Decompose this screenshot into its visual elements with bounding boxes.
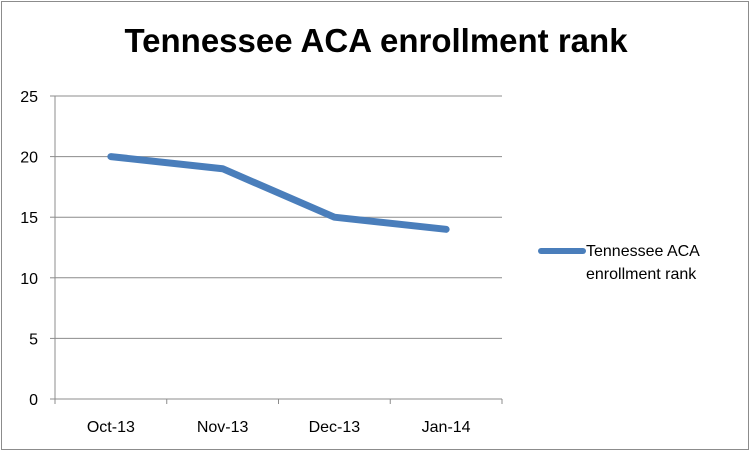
legend-label: Tennessee ACA enrollment rank bbox=[586, 243, 699, 283]
x-tick-label: Jan-14 bbox=[422, 419, 471, 436]
legend: Tennessee ACA enrollment rank bbox=[538, 240, 736, 286]
y-tick-label: 25 bbox=[20, 89, 38, 106]
chart-title: Tennessee ACA enrollment rank bbox=[124, 22, 628, 59]
legend-swatch bbox=[538, 248, 586, 254]
y-tick-label: 20 bbox=[20, 150, 38, 167]
y-tick-label: 0 bbox=[29, 392, 38, 409]
y-tick-label: 15 bbox=[20, 210, 38, 227]
x-tick-label: Nov-13 bbox=[197, 419, 249, 436]
y-tick-label: 5 bbox=[29, 331, 38, 348]
y-tick-label: 10 bbox=[20, 271, 38, 288]
x-tick-label: Oct-13 bbox=[87, 419, 135, 436]
x-tick-label: Dec-13 bbox=[309, 419, 361, 436]
series-line bbox=[107, 153, 450, 233]
